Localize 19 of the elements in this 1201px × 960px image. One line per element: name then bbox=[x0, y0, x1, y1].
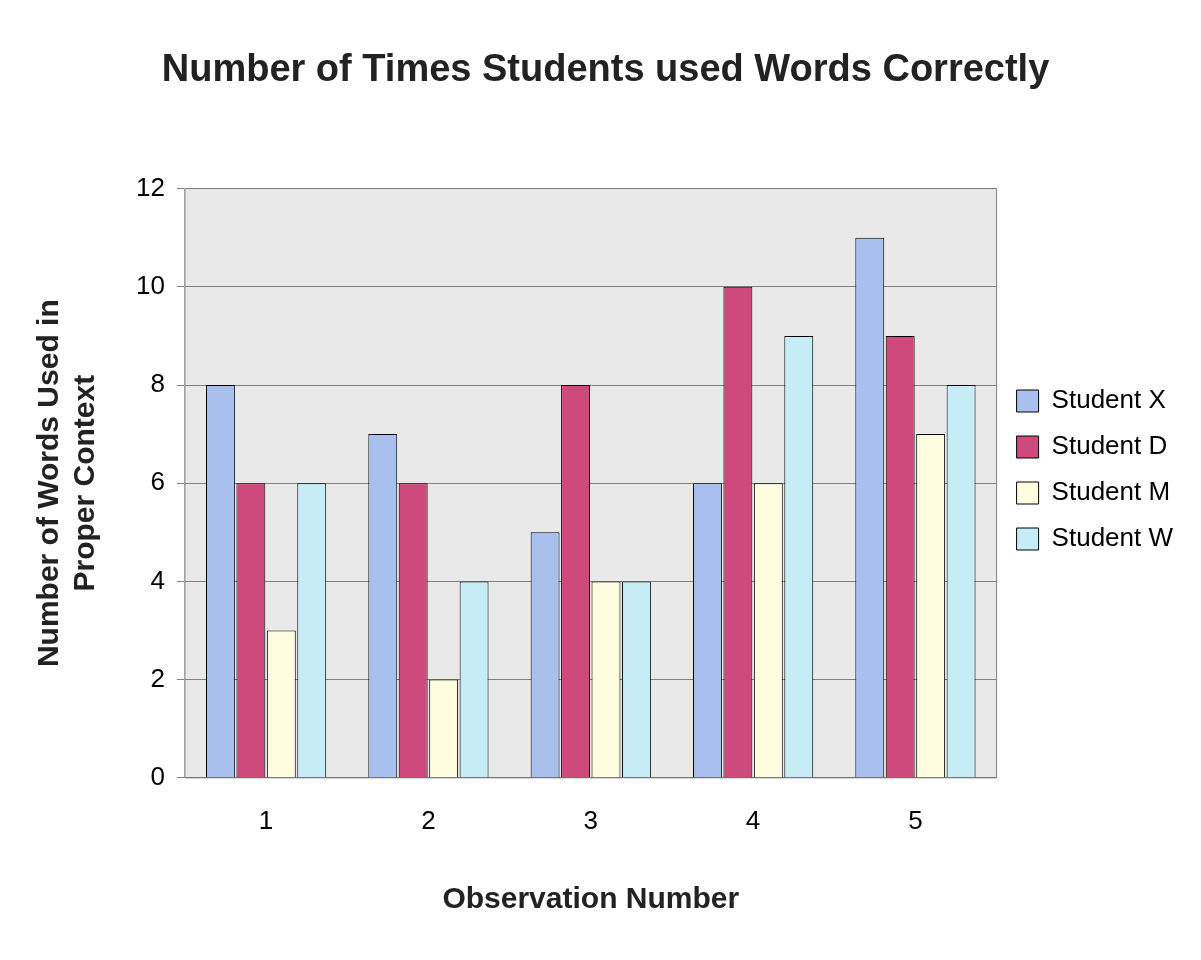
x-axis-title: Observation Number bbox=[442, 881, 740, 915]
legend-label: Student W bbox=[1051, 522, 1174, 553]
x-tick-label: 1 bbox=[258, 804, 274, 835]
y-tick-label: 8 bbox=[150, 368, 165, 399]
legend-label: Student M bbox=[1051, 476, 1171, 507]
x-tick-label: 5 bbox=[908, 804, 923, 835]
legend-label: Student X bbox=[1051, 384, 1166, 415]
y-tick-label: 10 bbox=[136, 269, 165, 300]
x-tick-label: 3 bbox=[583, 804, 598, 835]
legend-label: Student D bbox=[1051, 430, 1168, 461]
y-tick-label: 4 bbox=[150, 564, 165, 595]
y-axis-title: Number of Words Used in Proper Context bbox=[31, 299, 101, 668]
chart-title: Number of Times Students used Words Correctly bbox=[161, 47, 1050, 90]
y-tick-label: 2 bbox=[150, 662, 165, 693]
x-tick-label: 2 bbox=[421, 804, 436, 835]
y-tick-label: 12 bbox=[136, 171, 165, 202]
x-tick-label: 4 bbox=[745, 804, 761, 835]
y-tick-label: 6 bbox=[150, 466, 165, 497]
y-tick-label: 0 bbox=[150, 760, 165, 791]
